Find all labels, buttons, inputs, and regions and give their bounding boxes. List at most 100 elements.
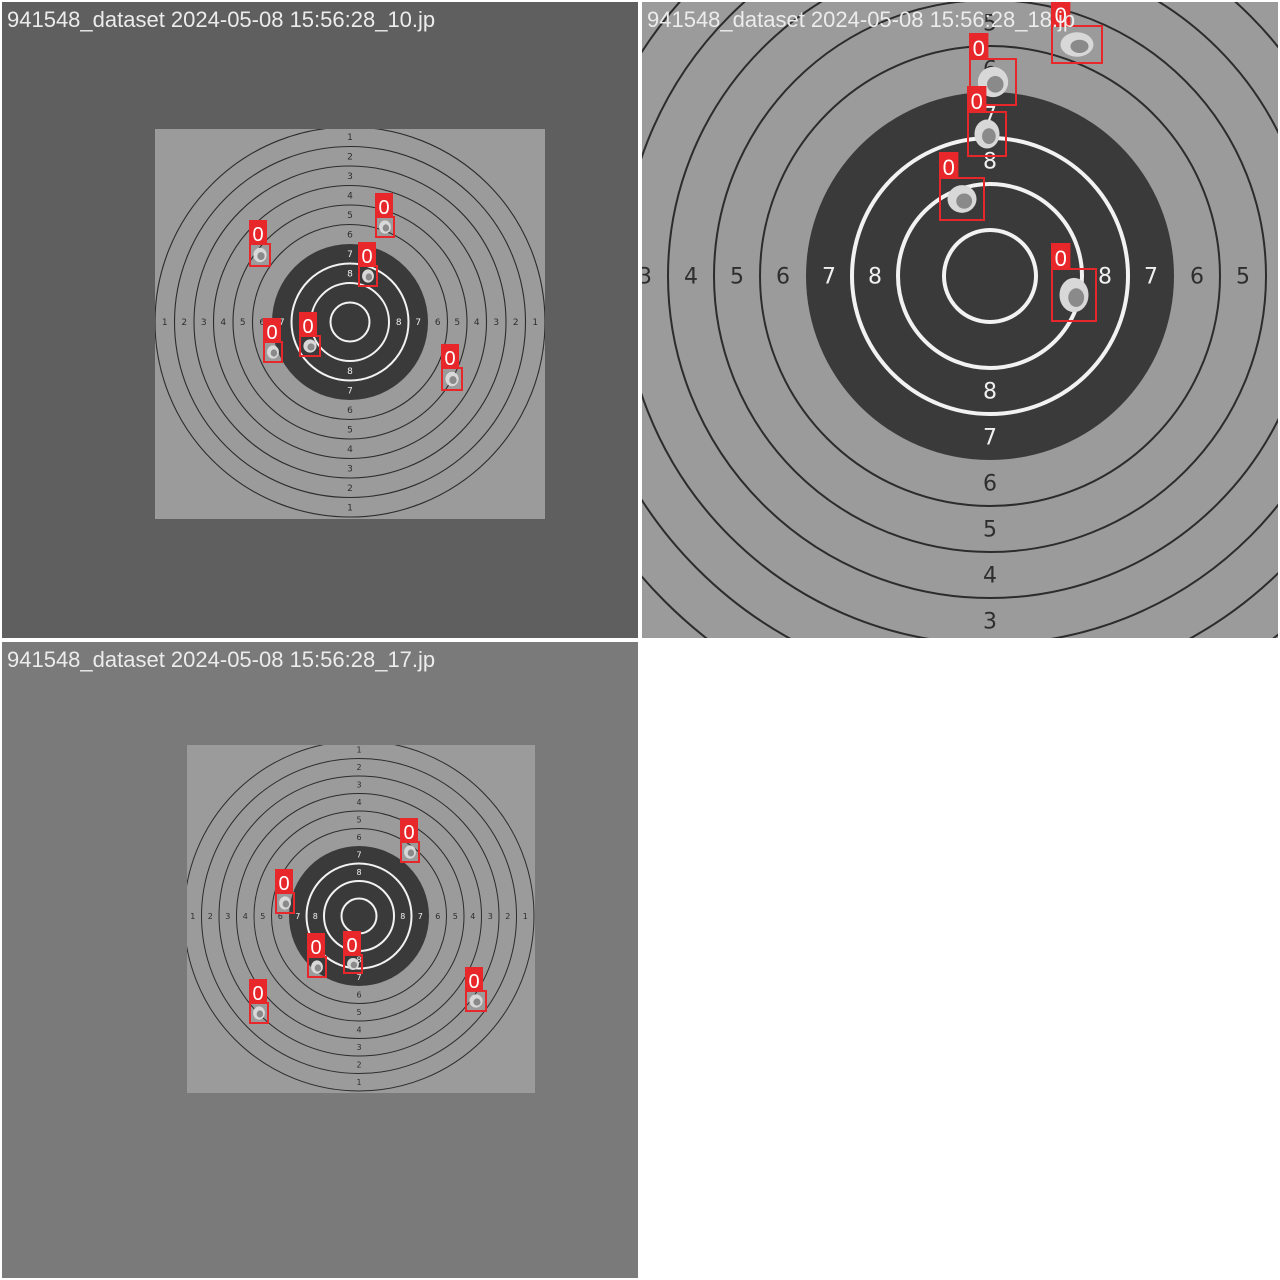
target-ring bbox=[173, 145, 527, 499]
ring-number: 3 bbox=[225, 912, 230, 921]
ring-number: 1 bbox=[347, 133, 353, 143]
detection-box bbox=[967, 111, 1007, 157]
detection-label: 0 bbox=[361, 246, 372, 268]
detection: 0 bbox=[939, 152, 985, 221]
bullet-hole-shadow bbox=[449, 376, 457, 385]
ring-number: 8 bbox=[356, 868, 361, 877]
bullet-hole-shadow bbox=[282, 900, 290, 908]
bullet-hole-shadow bbox=[987, 76, 1004, 93]
ring-number: 3 bbox=[642, 265, 652, 290]
ring-number: 6 bbox=[347, 230, 353, 240]
ring-number: 5 bbox=[1236, 265, 1250, 290]
detection: 0 bbox=[307, 933, 327, 978]
ring-number: 2 bbox=[181, 318, 187, 328]
detection-label-bg bbox=[939, 152, 959, 178]
ring-number: 3 bbox=[488, 912, 493, 921]
detection: 0 bbox=[1051, 2, 1103, 64]
ring-number: 5 bbox=[453, 912, 458, 921]
ring-number: 3 bbox=[347, 172, 353, 182]
ring-number: 2 bbox=[356, 1061, 361, 1070]
bullet-hole-shadow bbox=[956, 193, 973, 209]
ring-number: 6 bbox=[983, 472, 997, 497]
ring-number: 6 bbox=[776, 265, 790, 290]
detection-label: 0 bbox=[252, 983, 263, 1005]
ring-number: 2 bbox=[347, 152, 353, 162]
detection: 0 bbox=[375, 193, 395, 238]
ring-number: 2 bbox=[208, 912, 213, 921]
ring-number: 5 bbox=[730, 265, 744, 290]
ring-number: 8 bbox=[983, 380, 997, 405]
ring-number: 8 bbox=[868, 265, 882, 290]
ring-number: 1 bbox=[347, 503, 353, 513]
ring-number: 2 bbox=[356, 763, 361, 772]
detection-label-bg bbox=[299, 312, 317, 336]
detection-label-bg bbox=[967, 86, 987, 112]
detection-label: 0 bbox=[1055, 246, 1067, 271]
target-ring bbox=[218, 775, 500, 1057]
detection-label-bg bbox=[1051, 243, 1071, 269]
detection: 0 bbox=[358, 242, 378, 287]
ring-number: 7 bbox=[347, 386, 353, 396]
ring-number: 7 bbox=[295, 912, 300, 921]
ring-number: 6 bbox=[259, 318, 265, 328]
bullet-hole-shadow bbox=[350, 961, 358, 969]
detection-label-bg bbox=[1051, 2, 1071, 26]
ring-number: 4 bbox=[356, 1026, 361, 1035]
target-ring-white bbox=[290, 262, 410, 382]
ring-number: 2 bbox=[347, 484, 353, 494]
ring-number: 3 bbox=[201, 318, 207, 328]
ring-number: 6 bbox=[435, 318, 441, 328]
ring-number: 8 bbox=[347, 367, 353, 377]
ring-number: 5 bbox=[983, 518, 997, 543]
target-ring bbox=[251, 223, 449, 421]
detection-label: 0 bbox=[378, 197, 389, 219]
detection: 0 bbox=[1051, 243, 1097, 322]
ring-number: 4 bbox=[983, 564, 997, 589]
ring-number: 3 bbox=[347, 464, 353, 474]
target-black-zone bbox=[289, 846, 429, 986]
bullet-hole-shadow bbox=[307, 343, 315, 351]
ring-number: 6 bbox=[435, 912, 440, 921]
ring-number: 7 bbox=[356, 851, 361, 860]
target-ring bbox=[201, 758, 517, 1074]
detection-label: 0 bbox=[468, 971, 479, 993]
ring-number: 8 bbox=[313, 912, 318, 921]
bullet-hole-shadow bbox=[407, 849, 415, 857]
detection-label-bg bbox=[307, 933, 325, 957]
ring-number: 7 bbox=[822, 265, 836, 290]
detection-box bbox=[1051, 268, 1097, 322]
detection: 0 bbox=[400, 818, 420, 863]
detection-box bbox=[1051, 25, 1103, 64]
detection: 0 bbox=[441, 344, 463, 391]
target-ring bbox=[667, 2, 1278, 599]
ring-number: 5 bbox=[356, 816, 361, 825]
ring-number: 8 bbox=[400, 912, 405, 921]
detection-label-bg bbox=[343, 931, 361, 955]
ring-number: 6 bbox=[356, 991, 361, 1000]
detection-label: 0 bbox=[1055, 3, 1067, 28]
target-ring bbox=[193, 165, 507, 479]
detection: 0 bbox=[465, 967, 487, 1012]
ring-number: 3 bbox=[493, 318, 499, 328]
detection: 0 bbox=[263, 318, 283, 363]
detection-box bbox=[969, 58, 1017, 106]
ring-number: 2 bbox=[513, 318, 519, 328]
detection-label-bg bbox=[263, 318, 281, 342]
detection-label: 0 bbox=[346, 935, 357, 957]
detection-box bbox=[939, 177, 985, 221]
ring-number: 7 bbox=[983, 426, 997, 451]
ring-number: 1 bbox=[190, 912, 195, 921]
ring-number: 1 bbox=[162, 318, 168, 328]
ring-number: 8 bbox=[356, 956, 361, 965]
ring-number: 8 bbox=[1098, 265, 1112, 290]
target-ring bbox=[759, 45, 1221, 507]
detection-label-bg bbox=[358, 242, 376, 266]
target-black-zone bbox=[806, 92, 1174, 460]
ring-number: 2 bbox=[505, 912, 510, 921]
